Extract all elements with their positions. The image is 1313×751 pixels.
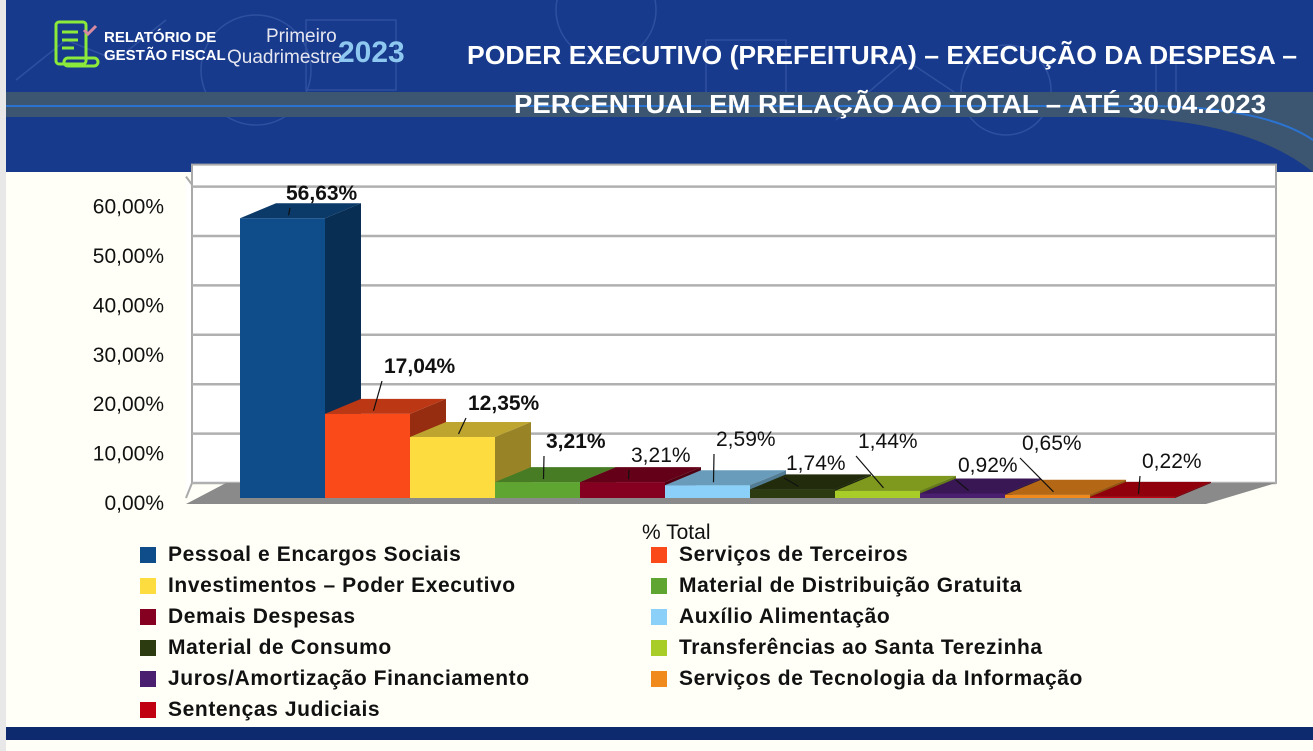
data-label: 1,74%: [786, 452, 846, 475]
legend-label: Demais Despesas: [168, 605, 356, 628]
slide: RELATÓRIO DE GESTÃO FISCAL Primeiro Quad…: [6, 0, 1313, 751]
leader-line: [1137, 475, 1141, 494]
bar: [920, 493, 1005, 498]
bar: [835, 490, 920, 498]
data-label: 2,59%: [716, 428, 776, 451]
data-label: 3,21%: [546, 430, 606, 453]
bar-top: [325, 398, 446, 414]
y-tick-label: 20,00%: [93, 393, 164, 416]
bar: [240, 218, 325, 498]
y-tick-label: 60,00%: [93, 196, 164, 219]
legend-item: Investimentos – Poder Executivo: [140, 574, 516, 598]
legend-swatch: [651, 578, 667, 594]
data-label: 3,21%: [631, 444, 691, 467]
legend-swatch: [140, 702, 156, 718]
y-tick-label: 10,00%: [93, 443, 164, 466]
bar: [1005, 494, 1090, 498]
bar: [325, 413, 410, 498]
logo-line2: GESTÃO FISCAL: [104, 46, 226, 64]
leader-line: [955, 479, 969, 491]
bar-top: [410, 421, 531, 437]
legend-item: Material de Distribuição Gratuita: [651, 574, 1022, 598]
bar-top: [835, 475, 956, 491]
data-label: 0,65%: [1022, 432, 1082, 455]
y-tick-label: 50,00%: [93, 245, 164, 268]
period-line1: Primeiro: [266, 26, 337, 47]
legend-item: Demais Despesas: [140, 605, 356, 629]
legend-label: Material de Consumo: [168, 636, 392, 659]
title-line2: PERCENTUAL EM RELAÇÃO AO TOTAL – ATÉ 30.…: [514, 89, 1266, 119]
bar: [665, 485, 750, 498]
legend-item: Juros/Amortização Financiamento: [140, 667, 530, 691]
legend-label: Serviços de Terceiros: [679, 543, 909, 566]
bar: [410, 436, 495, 498]
legend-item: Auxílio Alimentação: [651, 605, 890, 629]
period-line2: Quadrimestre: [227, 47, 342, 68]
bar: [750, 489, 835, 498]
data-label: 0,22%: [1142, 450, 1202, 473]
legend-swatch: [140, 671, 156, 687]
bar: [1090, 496, 1175, 498]
legend-label: Pessoal e Encargos Sociais: [168, 543, 462, 566]
leader-line: [712, 453, 715, 483]
data-label: 56,63%: [286, 182, 358, 205]
legend-item: Pessoal e Encargos Sociais: [140, 543, 461, 567]
logo-scroll-icon: [54, 20, 100, 68]
data-label: 17,04%: [384, 355, 456, 378]
legend-item: Material de Consumo: [140, 636, 392, 660]
legend-swatch: [140, 609, 156, 625]
legend-label: Juros/Amortização Financiamento: [168, 667, 530, 690]
bar-chart: 0,00% 10,00% 20,00% 30,00% 40,00% 50,00% 60,00…: [93, 163, 1277, 515]
y-tick-label: 0,00%: [104, 492, 164, 515]
legend-label: Sentenças Judiciais: [168, 698, 381, 721]
legend-label: Auxílio Alimentação: [679, 605, 891, 628]
legend-label: Investimentos – Poder Executivo: [168, 574, 516, 597]
legend-label: Material de Distribuição Gratuita: [679, 574, 1023, 597]
x-axis-label: % Total: [642, 521, 711, 544]
bar: [580, 482, 665, 498]
bar-top: [665, 470, 786, 486]
leader-line: [1019, 457, 1054, 493]
legend-item: Transferências ao Santa Terezinha: [651, 636, 1043, 660]
legend-swatch: [651, 671, 667, 687]
legend-swatch: [651, 547, 667, 563]
legend-item: Sentenças Judiciais: [140, 698, 380, 722]
legend-item: Serviços de Terceiros: [651, 543, 908, 567]
leader-line: [783, 477, 799, 487]
leader-line: [372, 380, 383, 411]
leader-line: [457, 417, 467, 435]
legend-swatch: [140, 547, 156, 563]
legend-swatch: [651, 609, 667, 625]
header-banner: RELATÓRIO DE GESTÃO FISCAL Primeiro Quad…: [6, 0, 1313, 172]
bar-top: [495, 467, 616, 483]
legend-swatch: [140, 578, 156, 594]
data-label: 12,35%: [468, 392, 540, 415]
bar: [495, 482, 580, 498]
bar-top: [920, 478, 1041, 494]
title-line1: PODER EXECUTIVO (PREFEITURA) – EXECUÇÃO …: [467, 40, 1297, 70]
bar-top: [240, 203, 361, 219]
leader-line: [855, 455, 884, 489]
footer-bar: [6, 727, 1313, 740]
bar-top: [1090, 481, 1211, 497]
bar-top: [580, 467, 701, 483]
period-year: 2023: [338, 36, 405, 69]
bar-side: [1175, 481, 1211, 498]
leader-line: [287, 207, 291, 216]
legend-swatch: [651, 640, 667, 656]
legend-item: Serviços de Tecnologia da Informação: [651, 667, 1083, 691]
logo-line1: RELATÓRIO DE: [104, 28, 216, 46]
leader-line: [542, 455, 545, 480]
bar-top: [1005, 479, 1126, 495]
legend-swatch: [140, 640, 156, 656]
y-tick-label: 40,00%: [93, 294, 164, 317]
y-tick-label: 30,00%: [93, 344, 164, 367]
legend-label: Serviços de Tecnologia da Informação: [679, 667, 1083, 690]
leader-line: [627, 469, 630, 480]
bar-top: [750, 474, 871, 490]
legend-label: Transferências ao Santa Terezinha: [679, 636, 1043, 659]
data-label: 0,92%: [958, 454, 1018, 477]
data-label: 1,44%: [858, 430, 918, 453]
